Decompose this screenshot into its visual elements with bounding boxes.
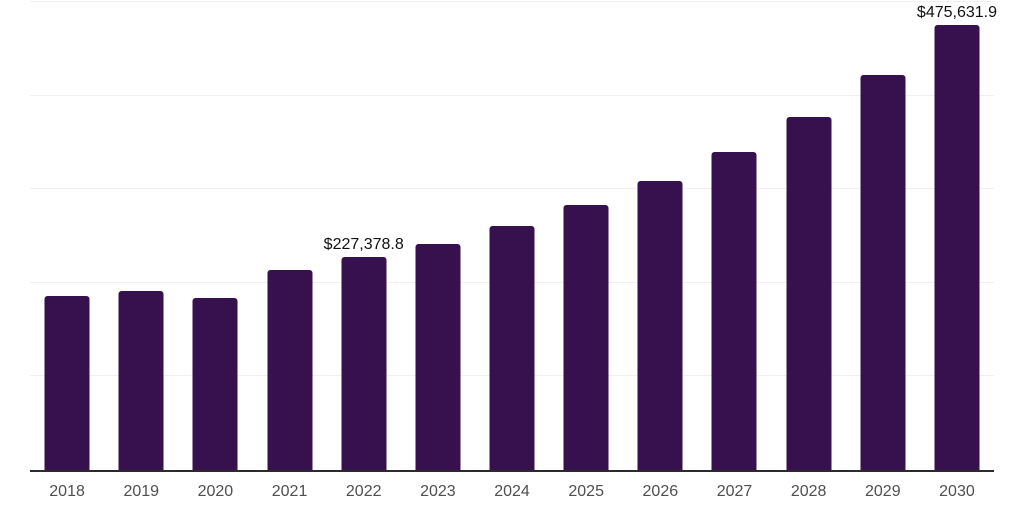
plot-area: $227,378.8 $475,631.9: [30, 1, 997, 472]
bar-column-2029: [846, 2, 920, 470]
bar-2025[interactable]: [563, 204, 609, 470]
bar-column-2021: [252, 2, 326, 470]
bar-column-2022: $227,378.8: [323, 2, 404, 470]
bar-column-2025: [549, 2, 623, 470]
bar-2020[interactable]: [192, 297, 238, 470]
x-tick-label-2028: 2028: [790, 483, 827, 500]
data-label-2022: $227,378.8: [323, 236, 404, 254]
bar-2029[interactable]: [860, 75, 906, 470]
bars-container: $227,378.8 $475,631.9: [30, 2, 997, 470]
x-tick-label-2027: 2027: [716, 483, 753, 500]
x-tick-label-2026: 2026: [642, 483, 679, 500]
x-tick-label-2021: 2021: [271, 483, 308, 500]
bar-2030[interactable]: [934, 24, 980, 470]
bar-2027[interactable]: [711, 152, 757, 470]
x-tick-label-2023: 2023: [420, 483, 456, 500]
bar-column-2023: [401, 2, 475, 470]
x-tick-label-2022: 2022: [345, 483, 382, 500]
bar-column-2027: [697, 2, 771, 470]
x-tick-label-2029: 2029: [865, 483, 901, 500]
x-tick-label-2018: 2018: [49, 483, 85, 500]
bar-2018[interactable]: [44, 296, 90, 470]
x-axis: 2018 2019 2020 2021 2022 2023 2024 2025 2026 2027…: [30, 472, 994, 501]
bar-2028[interactable]: [786, 116, 832, 470]
gridline: [30, 188, 994, 190]
x-tick-label-2020: 2020: [197, 483, 234, 500]
x-tick-label-2030: 2030: [939, 483, 975, 500]
data-label-2030: $475,631.9: [916, 3, 997, 21]
bar-column-2030: $475,631.9: [916, 2, 997, 470]
bar-2021[interactable]: [267, 269, 313, 470]
bar-column-2024: [475, 2, 549, 470]
bar-column-2018: [30, 2, 104, 470]
gridline: [30, 1, 994, 2]
bar-column-2028: [772, 2, 846, 470]
gridline: [30, 94, 994, 96]
bar-2024[interactable]: [489, 225, 535, 470]
x-tick-label-2025: 2025: [568, 483, 604, 500]
bar-column-2020: [178, 2, 252, 470]
bar-2019[interactable]: [118, 291, 164, 470]
bar-column-2019: [104, 2, 178, 470]
bar-2023[interactable]: [415, 243, 461, 470]
bar-2022[interactable]: [341, 257, 387, 470]
x-tick-label-2019: 2019: [123, 483, 160, 500]
bar-2026[interactable]: [637, 181, 683, 470]
x-tick-label-2024: 2024: [494, 483, 530, 500]
bar-column-2026: [623, 2, 697, 470]
